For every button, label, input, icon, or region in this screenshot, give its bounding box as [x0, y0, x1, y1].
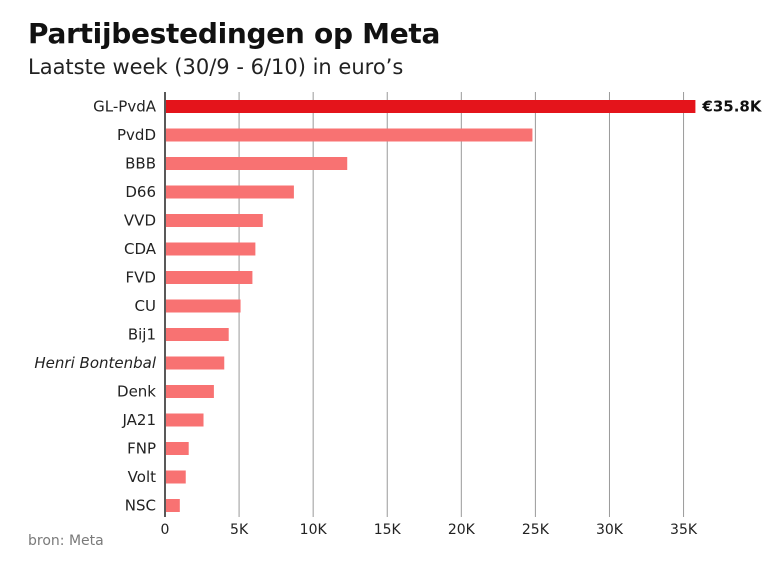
category-label: Henri Bontenbal	[34, 354, 156, 372]
x-tick-label: 25K	[522, 522, 550, 538]
bar-fnp	[166, 442, 189, 455]
x-tick-label: 30K	[596, 522, 624, 538]
bar-gl-pvda	[166, 100, 696, 113]
chart-title: Partijbestedingen op Meta	[28, 17, 441, 50]
bar-bbb	[166, 157, 348, 170]
category-label: JA21	[121, 411, 156, 429]
bar-volt	[166, 470, 186, 484]
x-tick-label: 0	[161, 522, 170, 538]
bar-vvd	[166, 214, 263, 227]
category-label: CU	[135, 297, 156, 315]
x-tick-label: 20K	[448, 522, 476, 538]
category-label: FVD	[126, 269, 156, 287]
source-note: bron: Meta	[28, 533, 104, 549]
x-tick-label: 35K	[670, 522, 698, 538]
bar-pvdd	[166, 128, 533, 142]
category-label: VVD	[124, 212, 156, 230]
x-tick-label: 5K	[230, 522, 249, 538]
category-label: D66	[125, 183, 156, 201]
bar-cda	[166, 242, 256, 256]
x-tick-label: 15K	[374, 522, 402, 538]
bar-d66	[166, 185, 294, 199]
bar-denk	[166, 385, 214, 398]
chart-subtitle: Laatste week (30/9 - 6/10) in euro’s	[28, 55, 404, 79]
category-label: GL-PvdA	[93, 98, 157, 116]
category-label: PvdD	[117, 126, 156, 144]
category-label: BBB	[125, 155, 156, 173]
bar-bij1	[166, 328, 229, 341]
bar-fvd	[166, 271, 253, 284]
bar-ja21	[166, 413, 204, 427]
category-label: Bij1	[128, 326, 156, 344]
bar-cu	[166, 299, 241, 313]
category-label: NSC	[125, 497, 156, 515]
category-label: Volt	[128, 468, 156, 486]
category-label: CDA	[124, 240, 157, 258]
bar-henri-bontenbal	[166, 356, 225, 370]
category-label: Denk	[117, 383, 156, 401]
bar-nsc	[166, 499, 180, 512]
x-tick-label: 10K	[300, 522, 328, 538]
category-label: FNP	[127, 440, 156, 458]
data-label: €35.8K	[701, 98, 762, 116]
